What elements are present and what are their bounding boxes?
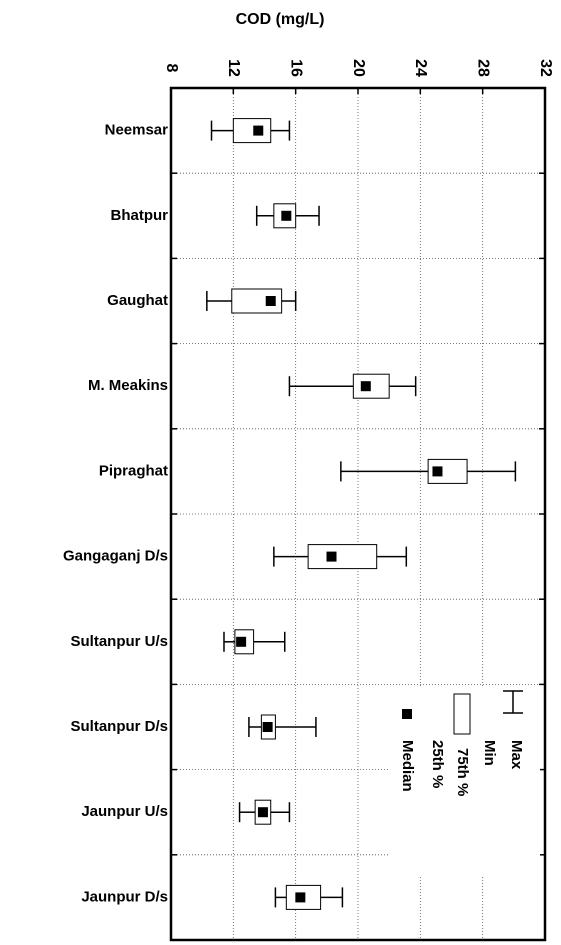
median (326, 551, 337, 562)
category-label: Jaunpur D/s (81, 888, 168, 905)
median (295, 892, 306, 903)
category-label: Sultanpur U/s (70, 633, 168, 650)
category-label: Pipraghat (99, 462, 168, 479)
box (232, 118, 272, 144)
box (352, 373, 390, 399)
x-tick-label: 16 (287, 59, 304, 77)
category-label: Neemsar (105, 122, 169, 139)
median (360, 381, 371, 392)
category-label: Sultanpur D/s (70, 718, 168, 735)
axis-title: COD (mg/L) (236, 11, 325, 28)
box (307, 544, 378, 570)
median (281, 210, 292, 221)
median (253, 125, 264, 136)
median (236, 636, 247, 647)
median (265, 296, 276, 306)
legend-symbol (453, 693, 471, 735)
x-tick-label: 20 (350, 59, 367, 77)
median (257, 807, 268, 818)
median (432, 466, 443, 477)
category-label: Bhatpur (111, 207, 169, 224)
category-label: Jaunpur U/s (81, 803, 168, 820)
plot-frame (169, 86, 547, 942)
legend-symbol (402, 709, 412, 719)
legend-label: 75th % (454, 748, 471, 796)
x-tick-label: 12 (225, 59, 242, 77)
x-tick-label: 24 (412, 59, 429, 77)
x-tick-label: 32 (537, 59, 554, 77)
legend-label: Min (481, 740, 498, 766)
legend-label: 25th % (429, 740, 446, 788)
legend-label: Median (399, 740, 416, 792)
legend-label: Max (508, 740, 525, 770)
x-tick-label: 28 (474, 59, 491, 77)
median (262, 722, 273, 732)
category-label: M. Meakins (88, 377, 168, 394)
x-tick-label: 8 (163, 64, 180, 73)
category-label: Gangaganj D/s (63, 548, 168, 565)
category-label: Gaughat (107, 292, 168, 309)
